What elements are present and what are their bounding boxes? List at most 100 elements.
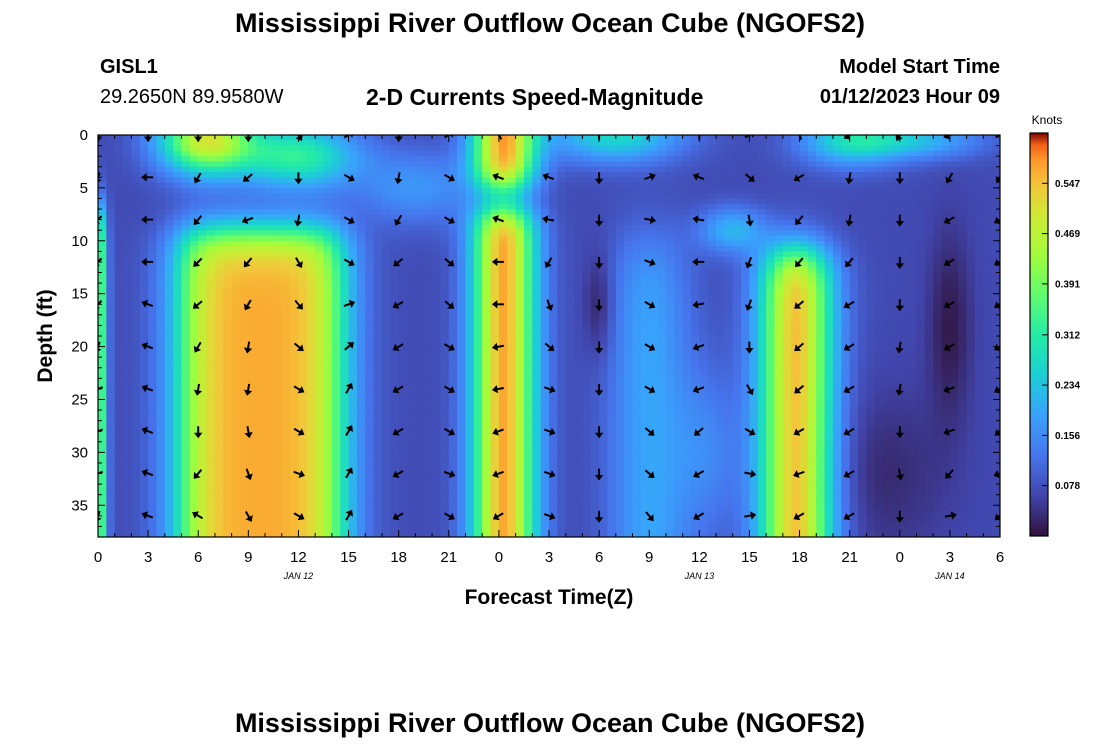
heatmap-cell xyxy=(615,140,625,147)
heatmap-cell xyxy=(540,494,550,501)
heatmap-cell xyxy=(265,388,274,395)
heatmap-cell xyxy=(515,441,525,448)
heatmap-cell xyxy=(123,193,133,200)
heatmap-cell xyxy=(148,272,158,279)
heatmap-cell xyxy=(632,251,642,258)
heatmap-cell xyxy=(582,510,592,517)
heatmap-cell xyxy=(549,383,558,390)
heatmap-cell xyxy=(315,388,325,395)
heatmap-cell xyxy=(390,404,400,411)
heatmap-cell xyxy=(615,468,625,475)
heatmap-cell xyxy=(407,410,416,416)
heatmap-cell xyxy=(123,526,133,533)
heatmap-cell xyxy=(148,494,158,501)
heatmap-cell xyxy=(281,145,291,152)
heatmap-cell xyxy=(298,404,308,411)
heatmap-cell xyxy=(198,261,208,268)
heatmap-cell xyxy=(198,277,208,284)
heatmap-cell xyxy=(139,462,149,469)
heatmap-cell xyxy=(415,240,425,247)
heatmap-cell xyxy=(114,362,124,369)
heatmap-cell xyxy=(231,235,241,242)
heatmap-cell xyxy=(523,362,533,369)
heatmap-cell xyxy=(265,394,274,401)
heatmap-cell xyxy=(189,515,199,522)
heatmap-cell xyxy=(323,240,333,247)
heatmap-cell xyxy=(473,214,483,221)
heatmap-cell xyxy=(632,214,642,221)
heatmap-cell xyxy=(340,261,350,268)
heatmap-cell xyxy=(532,304,542,311)
heatmap-cell xyxy=(256,330,266,337)
heatmap-cell xyxy=(507,510,517,517)
heatmap-cell xyxy=(223,246,233,252)
heatmap-cell xyxy=(507,256,517,263)
heatmap-cell xyxy=(532,219,542,226)
heatmap-cell xyxy=(540,336,550,342)
heatmap-cell xyxy=(390,198,400,205)
heatmap-cell xyxy=(223,383,233,390)
heatmap-cell xyxy=(298,246,308,252)
heatmap-cell xyxy=(265,140,274,147)
heatmap-cell xyxy=(239,198,249,205)
heatmap-cell xyxy=(239,468,249,475)
heatmap-cell xyxy=(507,505,517,512)
heatmap-cell xyxy=(214,209,224,215)
heatmap-cell xyxy=(624,383,634,390)
heatmap-cell xyxy=(239,293,249,300)
heatmap-cell xyxy=(482,431,492,438)
heatmap-cell xyxy=(532,394,542,401)
heatmap-cell xyxy=(565,304,575,311)
heatmap-cell xyxy=(298,314,308,321)
heatmap-cell xyxy=(523,240,533,247)
heatmap-cell xyxy=(340,219,350,226)
heatmap-cell xyxy=(106,494,116,501)
heatmap-cell xyxy=(398,404,408,411)
heatmap-cell xyxy=(490,156,500,163)
heatmap-cell xyxy=(398,145,408,152)
heatmap-cell xyxy=(331,367,341,374)
heatmap-cell xyxy=(582,235,592,242)
heatmap-cell xyxy=(607,246,617,252)
heatmap-cell xyxy=(490,526,500,533)
heatmap-cell xyxy=(131,172,141,178)
heatmap-cell xyxy=(624,462,634,469)
heatmap-cell xyxy=(540,373,550,379)
heatmap-cell xyxy=(156,388,166,395)
heatmap-cell xyxy=(131,166,141,173)
heatmap-cell xyxy=(423,362,433,369)
heatmap-cell xyxy=(565,436,575,443)
heatmap-cell xyxy=(139,452,149,459)
heatmap-cell xyxy=(607,251,617,258)
heatmap-cell xyxy=(131,235,141,242)
heatmap-cell xyxy=(148,156,158,163)
heatmap-cell xyxy=(640,336,650,342)
heatmap-cell xyxy=(557,304,567,311)
heatmap-cell xyxy=(415,362,425,369)
heatmap-cell xyxy=(398,283,408,289)
heatmap-cell xyxy=(181,293,191,300)
heatmap-cell xyxy=(398,214,408,221)
heatmap-cell xyxy=(381,161,391,168)
heatmap-cell xyxy=(348,187,358,194)
heatmap-cell xyxy=(206,473,216,480)
heatmap-cell xyxy=(173,499,183,506)
heatmap-cell xyxy=(440,246,450,252)
heatmap-cell xyxy=(415,494,425,501)
heatmap-cell xyxy=(290,499,300,506)
heatmap-cell xyxy=(423,399,433,406)
heatmap-cell xyxy=(273,203,283,210)
heatmap-cell xyxy=(607,219,617,226)
heatmap-cell xyxy=(189,135,199,141)
heatmap-cell xyxy=(181,373,191,379)
heatmap-cell xyxy=(365,166,375,173)
heatmap-cell xyxy=(574,298,584,305)
heatmap-cell xyxy=(407,351,416,358)
heatmap-cell xyxy=(114,452,124,459)
heatmap-cell xyxy=(223,272,233,279)
heatmap-cell xyxy=(407,526,416,533)
heatmap-cell xyxy=(599,235,609,242)
heatmap-cell xyxy=(114,526,124,533)
heatmap-cell xyxy=(549,478,558,485)
heatmap-cell xyxy=(465,193,475,200)
